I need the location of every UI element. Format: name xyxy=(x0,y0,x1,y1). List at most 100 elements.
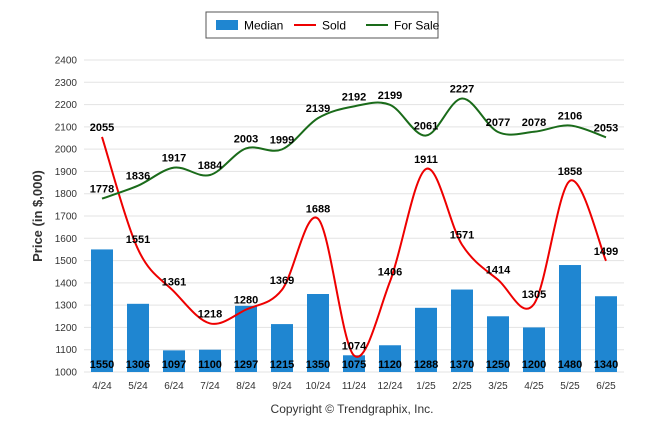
for-sale-value-label: 2106 xyxy=(558,111,582,123)
median-value-label: 1370 xyxy=(450,359,474,371)
for-sale-value-label: 2139 xyxy=(306,103,330,115)
median-value-label: 1100 xyxy=(198,359,222,371)
legend-label-for-sale: For Sale xyxy=(394,19,440,33)
sold-value-label: 1361 xyxy=(162,277,186,289)
y-tick-label: 1900 xyxy=(55,167,78,178)
x-tick-label: 11/24 xyxy=(342,381,367,392)
data-labels: 1550 1306 1097 1100 1297 1215 1350 1075 1120 1288… xyxy=(90,84,618,371)
x-tick-label: 9/24 xyxy=(272,381,292,392)
median-bar xyxy=(235,305,257,372)
sold-value-label: 1551 xyxy=(126,234,150,246)
y-axis-label: Price (in $,000) xyxy=(30,170,45,262)
median-value-label: 1200 xyxy=(522,359,546,371)
y-axis-ticks: 1000 1100 1200 1300 1400 1500 1600 1700 1800 1900… xyxy=(55,56,78,379)
sold-line xyxy=(101,136,607,358)
for-sale-value-label: 1778 xyxy=(90,184,114,196)
median-bar xyxy=(523,327,545,372)
sold-value-label: 1369 xyxy=(270,275,294,287)
y-tick-label: 1100 xyxy=(55,345,77,356)
median-bars xyxy=(91,249,617,372)
for-sale-value-label: 2061 xyxy=(414,121,438,133)
median-value-label: 1480 xyxy=(558,359,582,371)
for-sale-value-label: 1836 xyxy=(126,171,150,183)
median-bar xyxy=(379,345,401,372)
y-tick-label: 2400 xyxy=(55,56,78,67)
sold-value-label: 1571 xyxy=(450,230,474,242)
median-bar xyxy=(595,296,617,372)
sold-value-label: 1499 xyxy=(594,246,618,258)
median-bar xyxy=(559,265,581,372)
median-value-label: 1350 xyxy=(306,359,330,371)
for-sale-value-label: 2077 xyxy=(486,117,510,129)
median-bar xyxy=(343,355,365,372)
median-value-label: 1075 xyxy=(342,359,366,371)
series-lines xyxy=(101,97,607,358)
x-axis-ticks: 4/24 5/24 6/24 7/24 8/24 9/24 10/24 11/24 12/24 1… xyxy=(92,381,616,392)
copyright-text: Copyright © Trendgraphix, Inc. xyxy=(271,402,434,416)
median-value-label: 1250 xyxy=(486,359,510,371)
median-bar xyxy=(127,303,149,372)
y-tick-label: 1300 xyxy=(55,301,78,312)
x-tick-label: 2/25 xyxy=(452,381,472,392)
legend-box xyxy=(205,11,439,39)
for-sale-value-label: 2199 xyxy=(378,90,402,102)
x-tick-label: 6/25 xyxy=(596,381,616,392)
y-tick-label: 1200 xyxy=(55,323,78,334)
y-tick-label: 2100 xyxy=(55,122,78,133)
sold-value-label: 1305 xyxy=(522,289,546,301)
for-sale-value-label: 1884 xyxy=(198,160,223,172)
median-bar xyxy=(163,350,185,372)
for-sale-value-label: 1999 xyxy=(270,134,294,146)
median-bar xyxy=(451,289,473,372)
y-tick-label: 1500 xyxy=(55,256,78,267)
sold-value-label: 2055 xyxy=(90,122,114,134)
x-tick-label: 4/25 xyxy=(524,381,544,392)
median-value-label: 1288 xyxy=(414,359,438,371)
median-value-label: 1215 xyxy=(270,359,294,371)
sold-value-label: 1218 xyxy=(198,308,222,320)
for-sale-line xyxy=(101,97,607,200)
for-sale-value-label: 2192 xyxy=(342,91,366,103)
x-tick-label: 7/24 xyxy=(200,381,220,392)
median-value-label: 1306 xyxy=(126,359,150,371)
x-tick-label: 8/24 xyxy=(236,381,256,392)
for-sale-value-label: 2053 xyxy=(594,122,618,134)
x-tick-label: 12/24 xyxy=(377,381,402,392)
median-bar xyxy=(487,316,509,372)
for-sale-value-label: 2227 xyxy=(450,84,474,96)
median-value-label: 1097 xyxy=(162,359,186,371)
sold-value-label: 1911 xyxy=(414,154,438,166)
sold-value-label: 1688 xyxy=(306,204,330,216)
median-bar xyxy=(199,349,221,372)
x-tick-label: 6/24 xyxy=(164,381,184,392)
y-tick-label: 1800 xyxy=(55,189,78,200)
x-tick-label: 1/25 xyxy=(416,381,436,392)
y-tick-label: 1700 xyxy=(55,212,78,223)
median-bar xyxy=(91,249,113,372)
legend-swatch-median xyxy=(216,20,238,30)
median-bar xyxy=(271,324,293,372)
for-sale-value-label: 2078 xyxy=(522,117,546,129)
y-tick-label: 2200 xyxy=(55,100,78,111)
sold-value-label: 1074 xyxy=(342,341,367,353)
sold-value-label: 1414 xyxy=(486,265,511,277)
x-tick-label: 4/24 xyxy=(92,381,112,392)
y-tick-label: 2300 xyxy=(55,78,78,89)
for-sale-value-label: 1917 xyxy=(162,153,186,165)
for-sale-value-label: 2003 xyxy=(234,133,258,145)
x-tick-label: 5/25 xyxy=(560,381,580,392)
y-tick-label: 1600 xyxy=(55,234,78,245)
legend-label-median: Median xyxy=(244,19,283,33)
x-tick-label: 10/24 xyxy=(305,381,330,392)
legend: Median Sold For Sale xyxy=(205,11,440,39)
median-bar xyxy=(307,294,329,372)
median-bar xyxy=(415,307,437,372)
y-tick-label: 1000 xyxy=(55,368,78,379)
median-value-label: 1120 xyxy=(378,359,402,371)
y-tick-label: 2000 xyxy=(55,145,78,156)
sold-value-label: 1280 xyxy=(234,295,258,307)
sold-value-label: 1858 xyxy=(558,166,582,178)
x-tick-label: 5/24 xyxy=(128,381,148,392)
median-value-label: 1550 xyxy=(90,359,114,371)
x-tick-label: 3/25 xyxy=(488,381,508,392)
